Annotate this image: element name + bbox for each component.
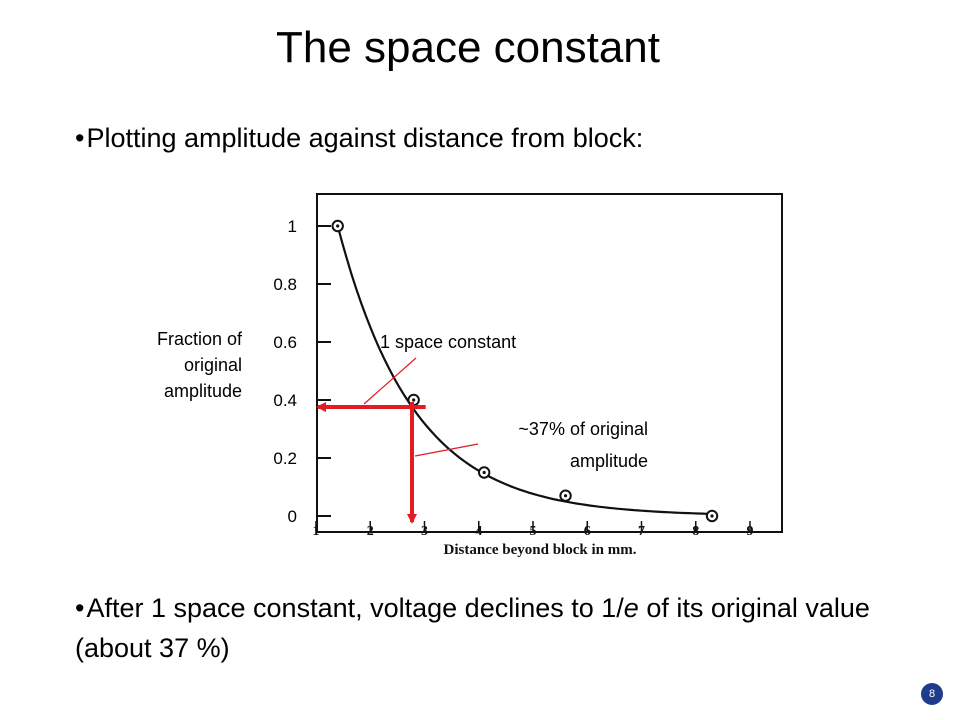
- plot-frame: [316, 193, 783, 533]
- y-tick-label: 0.2: [273, 449, 297, 468]
- y-axis-title-line: Fraction of: [156, 329, 242, 349]
- data-point-center: [482, 470, 486, 475]
- page-number-badge: 8: [921, 683, 943, 705]
- y-tick-label: 0.4: [273, 391, 297, 410]
- bullet-symbol: •: [75, 123, 85, 153]
- bullet-plotting: •Plotting amplitude against distance fro…: [75, 118, 895, 158]
- data-point-center: [336, 224, 340, 228]
- callout-line-percent: [414, 443, 479, 457]
- annotation-percent-line: ~37% of original: [518, 419, 648, 439]
- y-axis-title-line: original: [183, 355, 242, 375]
- y-axis-title-line: amplitude: [163, 381, 242, 401]
- annotation-percent-line: amplitude: [570, 451, 648, 471]
- x-tick-label: 4: [475, 524, 482, 539]
- y-tick-label: 0: [288, 507, 297, 526]
- x-tick-label: 9: [747, 524, 754, 539]
- callout-line-space-constant: [363, 357, 417, 405]
- x-tick-label: 3: [421, 524, 428, 539]
- data-point-center: [412, 398, 416, 402]
- bullet-after: •After 1 space constant, voltage decline…: [75, 588, 895, 668]
- bullet-plotting-text: Plotting amplitude against distance from…: [86, 123, 644, 153]
- decay-curve: [336, 225, 713, 515]
- x-tick-label: 5: [530, 524, 537, 539]
- x-tick-label: 8: [692, 524, 699, 539]
- y-tick-label: 1: [288, 217, 297, 236]
- annotation-space-constant: 1 space constant: [380, 332, 516, 352]
- y-axis-title: Fraction of original amplitude: [106, 326, 242, 404]
- data-point-center: [710, 514, 714, 518]
- x-tick-label: 2: [367, 524, 374, 539]
- x-tick-label: 7: [638, 524, 645, 539]
- bullet-after-text-2: of its original value (about 37 %): [75, 593, 870, 663]
- slide-title: The space constant: [275, 23, 660, 72]
- y-tick-label: 0.6: [273, 333, 297, 352]
- bullet-symbol: •: [75, 593, 85, 623]
- x-axis-title: Distance beyond block in mm.: [444, 542, 637, 558]
- bullet-after-text-1: After 1 space constant, voltage declines…: [86, 593, 624, 623]
- x-tick-label: 6: [584, 524, 591, 539]
- data-point-center: [563, 494, 568, 498]
- y-tick-label: 0.8: [273, 275, 297, 294]
- x-tick-label: 1: [313, 524, 320, 539]
- bullet-after-e: e: [623, 593, 639, 623]
